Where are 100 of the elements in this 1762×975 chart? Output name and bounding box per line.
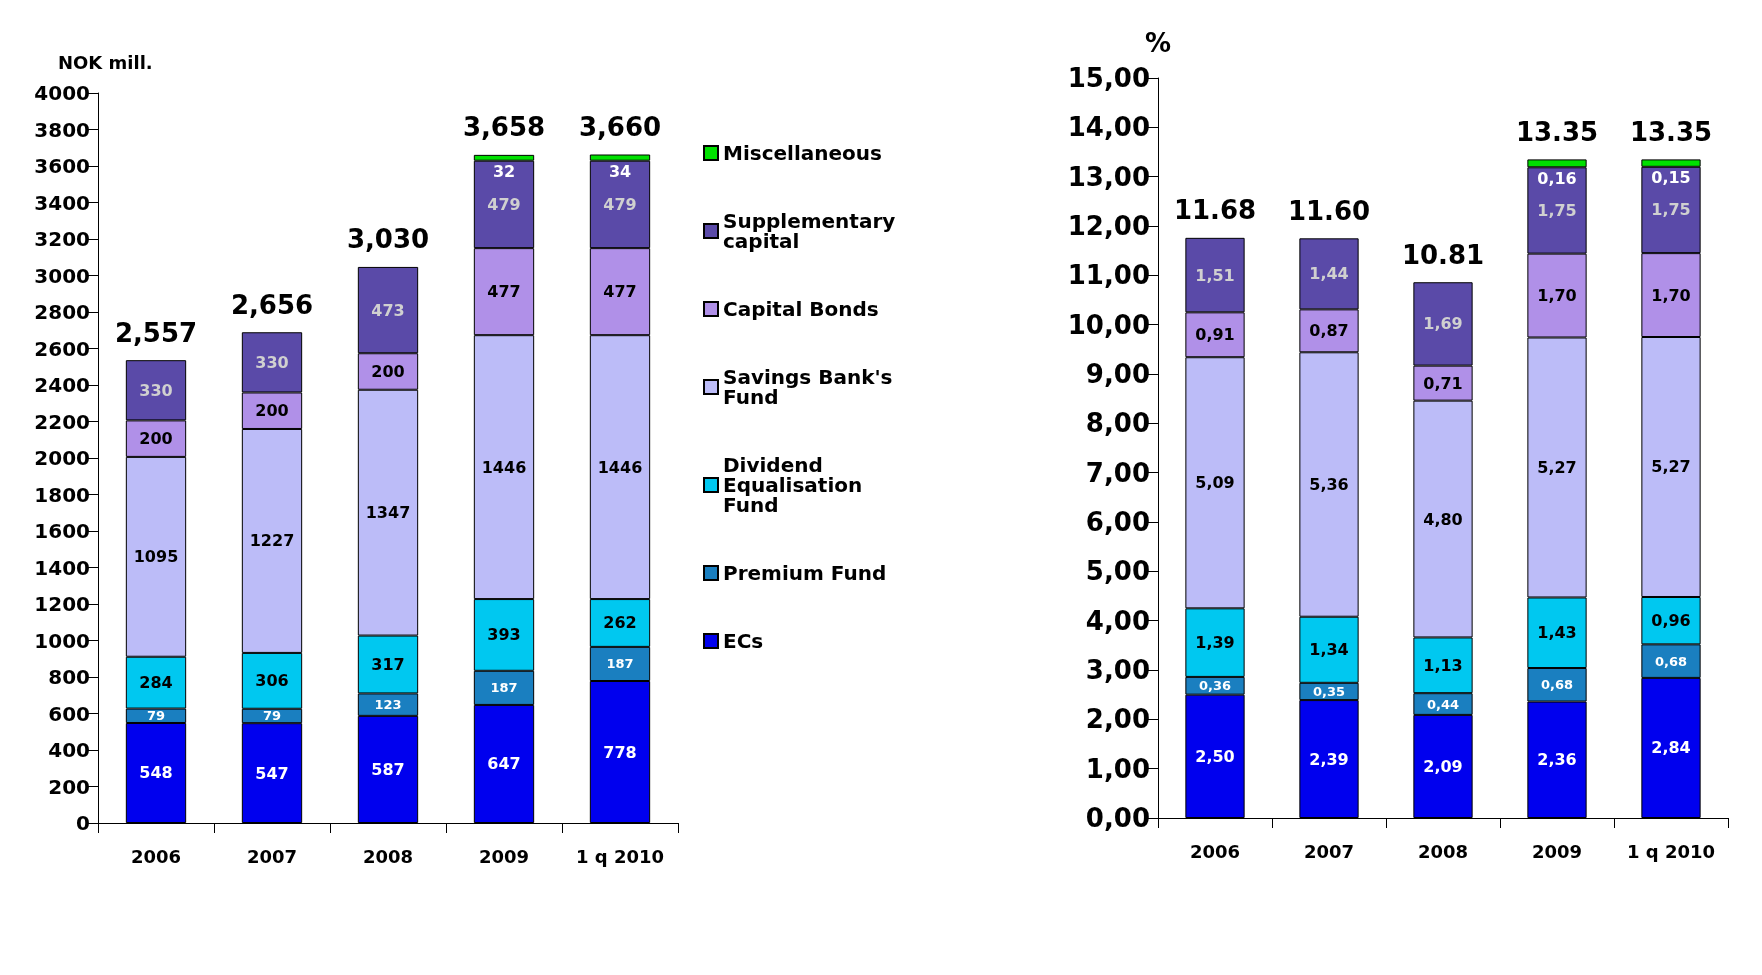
y-tick-label: 2200	[34, 409, 90, 434]
data-label: 5,27	[1651, 457, 1691, 477]
y-tick-label: 3800	[34, 117, 90, 142]
y-tick-label: 4,00	[1085, 605, 1150, 636]
y-tick-label: 12,00	[1067, 211, 1150, 241]
data-label: 0,16	[1537, 168, 1577, 188]
legend-label: Supplementary capital	[723, 209, 903, 253]
data-label: 1095	[133, 547, 179, 567]
y-tick-label: 11,00	[1067, 260, 1150, 291]
data-label: 587	[371, 759, 405, 779]
data-label: 2,50	[1195, 746, 1235, 766]
y-tick-label: 2,00	[1085, 704, 1150, 735]
data-label: 1446	[597, 457, 643, 477]
data-label: 200	[371, 361, 405, 381]
y-tick-label: 2400	[34, 373, 90, 397]
data-label: 477	[487, 282, 521, 302]
data-label: 1,39	[1195, 633, 1235, 653]
data-label: 0,96	[1651, 611, 1691, 631]
y-tick-label: 3400	[34, 190, 90, 215]
legend-label: Capital Bonds	[723, 297, 879, 321]
x-tick-label: 1 q 2010	[1626, 840, 1716, 862]
data-label: 0,68	[1540, 677, 1574, 693]
annotation: 13.35	[1515, 116, 1599, 147]
data-label: 2,36	[1537, 750, 1577, 770]
x-tick-label: 2006	[130, 845, 182, 867]
data-label: 4,80	[1423, 509, 1463, 529]
data-label: 0,91	[1195, 325, 1235, 345]
x-tick-label: 1 q 2010	[575, 845, 665, 867]
y-tick-label: 10,00	[1067, 309, 1150, 340]
data-label: 1,51	[1195, 265, 1235, 285]
data-label: 34	[608, 162, 632, 182]
data-label: 548	[139, 763, 173, 783]
y-tick-label: 3000	[34, 263, 90, 288]
data-label: 547	[255, 763, 289, 783]
y-tick-label: 14,00	[1067, 112, 1150, 143]
annotation: 11.68	[1173, 195, 1257, 226]
x-tick-label: 2007	[1303, 840, 1355, 862]
y-tick-label: 400	[48, 738, 90, 762]
data-label: 330	[255, 352, 289, 372]
x-tick-label: 2007	[246, 845, 298, 867]
data-label: 284	[139, 673, 173, 693]
y-axis-title: NOK mill.	[58, 51, 153, 73]
y-tick-label: 2600	[34, 336, 90, 361]
y-tick-label: 3,00	[1085, 655, 1150, 685]
data-label: 79	[146, 708, 166, 724]
legend-label: Dividend Equalisation Fund	[723, 453, 870, 517]
data-label: 200	[139, 429, 173, 449]
annotation: 2,557	[114, 317, 198, 348]
y-tick-label: 1000	[34, 628, 90, 653]
y-tick-label: 2800	[34, 300, 90, 324]
data-label: 1,69	[1423, 314, 1463, 334]
data-label: 1,70	[1651, 285, 1691, 305]
data-label: 306	[255, 671, 289, 691]
data-label: 32	[492, 162, 516, 182]
annotation: 13.35	[1629, 116, 1713, 147]
y-tick-label: 2000	[34, 446, 90, 470]
data-label: 2,09	[1423, 756, 1463, 776]
data-label: 2,39	[1309, 749, 1349, 769]
legend-label: Miscellaneous	[723, 141, 882, 165]
y-axis-title: %	[1144, 28, 1172, 58]
y-tick-label: 3600	[34, 154, 90, 178]
x-tick-label: 2009	[478, 845, 530, 867]
x-tick-label: 2006	[1189, 840, 1241, 862]
data-label: 0,44	[1426, 696, 1460, 712]
legend-label: ECs	[723, 629, 764, 653]
data-label: 2,84	[1651, 738, 1691, 758]
y-tick-label: 7,00	[1085, 457, 1150, 488]
y-tick-label: 5,00	[1085, 556, 1150, 587]
data-label: 1227	[249, 531, 295, 551]
annotation: 10.81	[1401, 239, 1485, 270]
annotation: 3,030	[346, 224, 430, 255]
data-label: 0,87	[1309, 321, 1349, 341]
x-tick-label: 2008	[1417, 840, 1469, 862]
data-label: 1,75	[1537, 200, 1577, 220]
data-label: 0,36	[1198, 678, 1232, 694]
data-label: 317	[371, 655, 405, 674]
annotation: 3,660	[578, 112, 662, 142]
legend-label: Premium Fund	[723, 561, 887, 585]
data-label: 1,43	[1537, 623, 1577, 643]
annotation: 2,656	[230, 289, 314, 320]
data-label: 778	[603, 742, 637, 762]
y-tick-label: 200	[48, 774, 90, 799]
data-label: 1,75	[1651, 200, 1691, 220]
data-label: 262	[603, 613, 637, 633]
data-label: 5,36	[1309, 475, 1349, 495]
y-tick-label: 1,00	[1085, 753, 1150, 784]
y-tick-label: 1800	[34, 482, 90, 507]
y-tick-label: 0,00	[1085, 803, 1150, 833]
y-tick-label: 0	[76, 811, 90, 835]
y-tick-label: 13,00	[1067, 161, 1150, 192]
x-tick-label: 2009	[1531, 840, 1583, 862]
data-label: 5,27	[1537, 457, 1577, 477]
y-tick-label: 1400	[34, 555, 90, 580]
data-label: 187	[490, 680, 518, 696]
data-label: 479	[487, 194, 521, 214]
y-tick-label: 1200	[34, 592, 90, 616]
y-tick-label: 8,00	[1085, 408, 1150, 439]
y-tick-label: 9,00	[1085, 359, 1150, 389]
data-label: 0,68	[1654, 653, 1688, 669]
annotation: 11.60	[1287, 195, 1371, 226]
